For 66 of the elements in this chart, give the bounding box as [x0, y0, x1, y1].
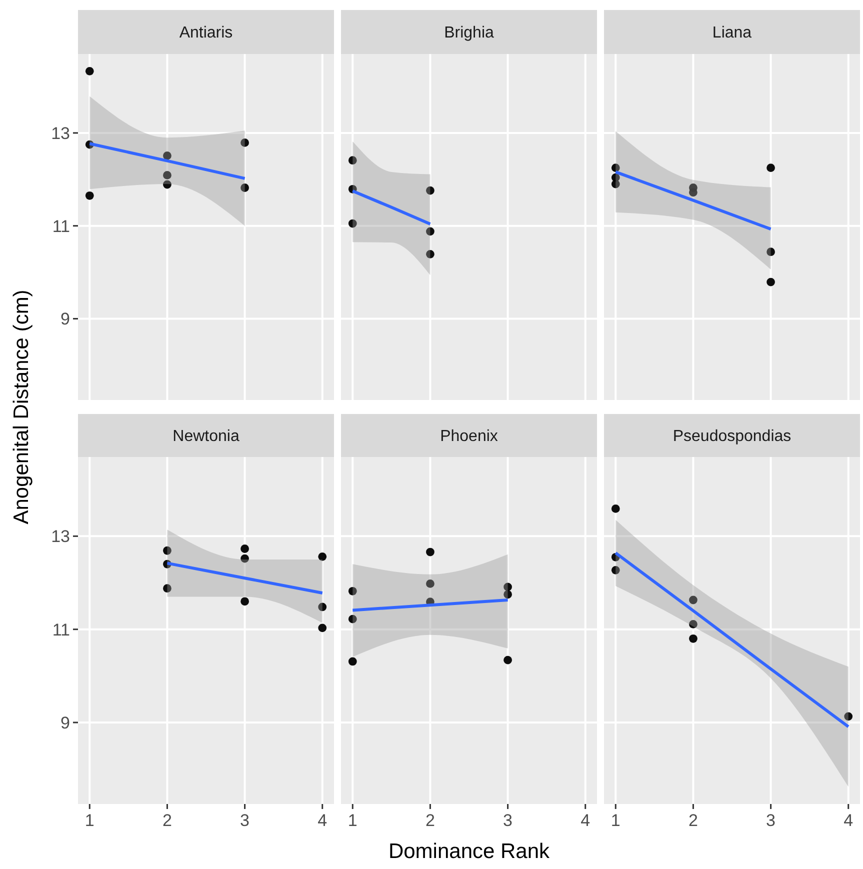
y-tick-label: 13: [51, 527, 70, 546]
point: [689, 596, 698, 604]
chart-title: Pseudospondias: [672, 428, 792, 446]
x-tick-label: 2: [688, 811, 698, 830]
point: [85, 191, 94, 200]
point: [766, 248, 775, 256]
point: [426, 548, 434, 556]
chart-title: Liana: [712, 24, 752, 42]
point: [426, 186, 434, 195]
point: [426, 227, 434, 236]
point: [504, 582, 512, 592]
x-tick-label: 3: [503, 811, 513, 830]
point: [426, 250, 434, 258]
point: [348, 586, 357, 596]
y-axis-title: Anogenital Distance (cm): [10, 290, 33, 524]
point: [240, 544, 249, 553]
x-tick-label: 3: [766, 811, 776, 830]
point: [318, 552, 327, 561]
x-tick-label: 4: [580, 811, 590, 830]
point: [689, 620, 698, 628]
point: [240, 138, 249, 147]
point: [689, 634, 698, 643]
x-tick-label: 1: [610, 811, 620, 830]
x-tick-label: 4: [318, 811, 328, 830]
point: [163, 180, 172, 189]
point: [163, 171, 172, 180]
chart-title: Antiaris: [179, 24, 233, 42]
point: [611, 566, 620, 574]
point: [611, 180, 620, 188]
point: [240, 554, 249, 563]
y-tick-label: 13: [51, 124, 70, 143]
point: [611, 164, 620, 172]
chart-title: Newtonia: [172, 428, 240, 446]
point: [163, 546, 172, 555]
y-tick-label: 11: [52, 216, 70, 236]
x-tick-label: 3: [240, 811, 250, 830]
x-tick-label: 2: [162, 811, 172, 830]
point: [504, 590, 512, 599]
chart-title: Brighia: [444, 24, 494, 42]
point: [611, 504, 620, 513]
point: [163, 152, 172, 160]
point: [318, 624, 327, 632]
x-tick-label: 1: [348, 811, 358, 830]
y-tick-label: 9: [60, 310, 70, 329]
point: [163, 584, 172, 593]
point: [766, 278, 775, 286]
point: [318, 602, 327, 612]
point: [240, 184, 249, 192]
x-tick-label: 4: [844, 811, 854, 830]
point: [240, 597, 249, 606]
point: [766, 164, 775, 172]
x-axis-title: Dominance Rank: [388, 840, 550, 863]
chart-title: Phoenix: [440, 428, 498, 446]
point: [348, 219, 357, 228]
point: [85, 66, 94, 76]
point: [844, 712, 853, 721]
point: [504, 656, 512, 664]
x-tick-label: 1: [84, 811, 94, 830]
point: [689, 188, 698, 197]
x-tick-label: 2: [425, 811, 435, 830]
point: [348, 614, 357, 624]
y-tick-label: 11: [52, 620, 70, 640]
point: [348, 156, 357, 165]
y-tick-label: 9: [60, 713, 70, 732]
point: [348, 657, 357, 666]
point: [426, 579, 434, 588]
